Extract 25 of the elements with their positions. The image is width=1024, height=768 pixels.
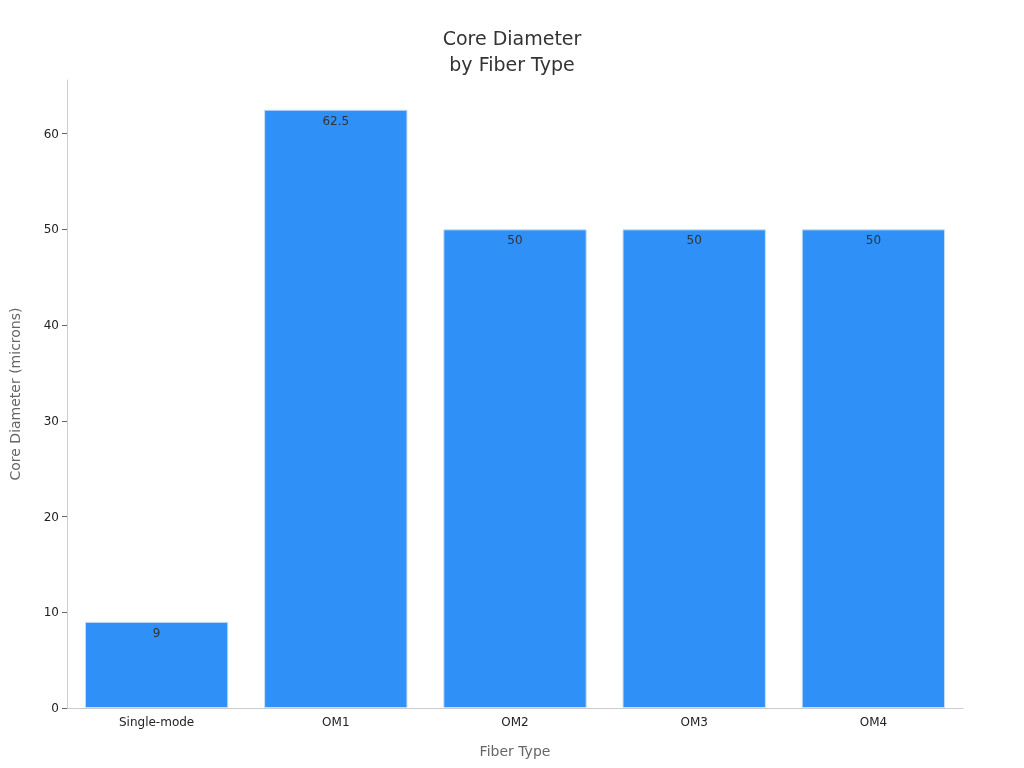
y-tick-label: 60 (43, 126, 59, 141)
bar (622, 229, 766, 708)
y-tick-label: 10 (43, 605, 59, 620)
data-label: 9 (152, 625, 161, 640)
y-tick-label: 30 (43, 413, 59, 428)
bar (264, 109, 408, 708)
x-tick-label: Single-mode (118, 715, 195, 729)
bar (801, 229, 946, 708)
y-axis-title: Core Diameter (microns) (7, 307, 23, 481)
data-label: 62.5 (322, 113, 350, 128)
y-tick-label: 50 (43, 222, 59, 237)
data-label: 50 (686, 233, 702, 248)
chart-title: Core Diameter by Fiber Type (442, 27, 582, 75)
data-label: 50 (507, 233, 523, 248)
x-tick-label: OM4 (859, 715, 888, 729)
y-tick-label: 0 (51, 701, 59, 715)
x-axis-title: Fiber Type (479, 743, 551, 759)
bar (84, 621, 229, 708)
y-tick-label: 20 (43, 509, 59, 524)
data-label: 50 (865, 233, 882, 248)
y-tick-label: 40 (43, 318, 59, 333)
x-tick-label: OM3 (680, 715, 708, 729)
bar (443, 229, 587, 708)
x-tick-label: OM1 (322, 715, 350, 729)
x-tick-label: OM2 (501, 715, 529, 729)
